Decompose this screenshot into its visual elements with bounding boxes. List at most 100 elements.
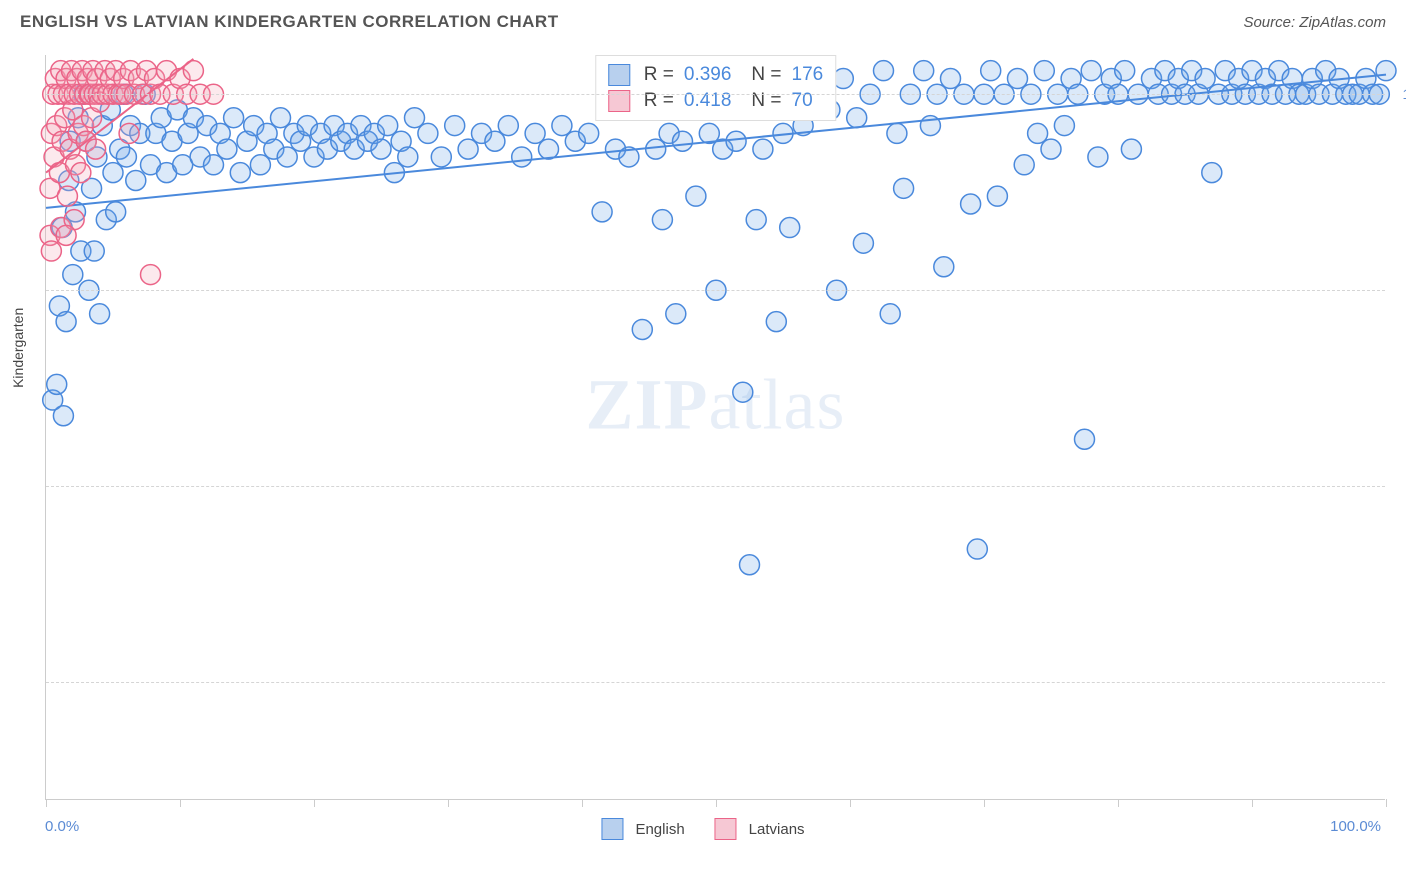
data-point xyxy=(405,108,425,128)
legend-swatch xyxy=(601,818,623,840)
data-point xyxy=(673,131,693,151)
data-point xyxy=(57,186,77,206)
data-point xyxy=(116,147,136,167)
data-point xyxy=(84,241,104,261)
y-axis-title: Kindergarten xyxy=(10,308,26,388)
data-point xyxy=(1014,155,1034,175)
data-point xyxy=(847,108,867,128)
data-point xyxy=(458,139,478,159)
data-point xyxy=(250,155,270,175)
x-axis-label-max: 100.0% xyxy=(1330,818,1381,835)
data-point xyxy=(981,61,1001,81)
x-tick xyxy=(582,799,583,807)
data-point xyxy=(780,218,800,238)
data-point xyxy=(666,304,686,324)
stats-box: R = 0.396 N = 176R =0.418N =70 xyxy=(595,55,836,121)
data-point xyxy=(1202,163,1222,183)
r-label: R = xyxy=(644,64,674,86)
data-point xyxy=(418,123,438,143)
data-point xyxy=(224,108,244,128)
data-point xyxy=(941,69,961,89)
data-point xyxy=(766,312,786,332)
data-point xyxy=(230,163,250,183)
gridline xyxy=(46,94,1385,95)
data-point xyxy=(652,210,672,230)
scatter-plot-svg xyxy=(46,55,1385,799)
x-tick xyxy=(180,799,181,807)
legend-label: English xyxy=(635,821,684,838)
n-label: N = xyxy=(751,64,781,86)
data-point xyxy=(141,265,161,285)
data-point xyxy=(445,116,465,136)
data-point xyxy=(880,304,900,324)
x-tick xyxy=(716,799,717,807)
data-point xyxy=(86,139,106,159)
data-point xyxy=(934,257,954,277)
x-tick xyxy=(1252,799,1253,807)
y-tick-label: 100.0% xyxy=(1403,86,1406,102)
data-point xyxy=(119,123,139,143)
data-point xyxy=(887,123,907,143)
data-point xyxy=(485,131,505,151)
legend-swatch xyxy=(715,818,737,840)
data-point xyxy=(378,116,398,136)
data-point xyxy=(726,131,746,151)
data-point xyxy=(646,139,666,159)
data-point xyxy=(579,123,599,143)
data-point xyxy=(71,163,91,183)
data-point xyxy=(56,225,76,245)
data-point xyxy=(431,147,451,167)
chart-source: Source: ZipAtlas.com xyxy=(1243,14,1386,31)
chart-title: ENGLISH VS LATVIAN KINDERGARTEN CORRELAT… xyxy=(20,12,559,32)
n-value: 176 xyxy=(792,64,824,86)
data-point xyxy=(103,163,123,183)
data-point xyxy=(1075,429,1095,449)
bottom-legend: English Latvians xyxy=(601,818,804,840)
data-point xyxy=(740,555,760,575)
legend-label: Latvians xyxy=(749,821,805,838)
gridline xyxy=(46,486,1385,487)
stats-row: R =0.418N =70 xyxy=(608,88,823,114)
legend-item: English xyxy=(601,818,684,840)
data-point xyxy=(1121,139,1141,159)
data-point xyxy=(1081,61,1101,81)
data-point xyxy=(961,194,981,214)
data-point xyxy=(1054,116,1074,136)
data-point xyxy=(967,539,987,559)
data-point xyxy=(1115,61,1135,81)
data-point xyxy=(277,147,297,167)
data-point xyxy=(987,186,1007,206)
data-point xyxy=(47,374,67,394)
legend-item: Latvians xyxy=(715,818,805,840)
data-point xyxy=(90,304,110,324)
r-value: 0.396 xyxy=(684,64,732,86)
data-point xyxy=(733,382,753,402)
data-point xyxy=(53,406,73,426)
gridline xyxy=(46,290,1385,291)
data-point xyxy=(512,147,532,167)
chart-header: ENGLISH VS LATVIAN KINDERGARTEN CORRELAT… xyxy=(0,0,1406,40)
data-point xyxy=(592,202,612,222)
data-point xyxy=(126,170,146,190)
data-point xyxy=(371,139,391,159)
data-point xyxy=(63,265,83,285)
gridline xyxy=(46,682,1385,683)
data-point xyxy=(56,312,76,332)
data-point xyxy=(1028,123,1048,143)
data-point xyxy=(539,139,559,159)
data-point xyxy=(1034,61,1054,81)
x-tick xyxy=(850,799,851,807)
data-point xyxy=(1041,139,1061,159)
x-tick xyxy=(1386,799,1387,807)
data-point xyxy=(632,319,652,339)
data-point xyxy=(753,139,773,159)
data-point xyxy=(271,108,291,128)
x-tick xyxy=(314,799,315,807)
data-point xyxy=(41,241,61,261)
x-tick xyxy=(984,799,985,807)
data-point xyxy=(833,69,853,89)
data-point xyxy=(204,155,224,175)
data-point xyxy=(1376,61,1396,81)
data-point xyxy=(686,186,706,206)
data-point xyxy=(525,123,545,143)
